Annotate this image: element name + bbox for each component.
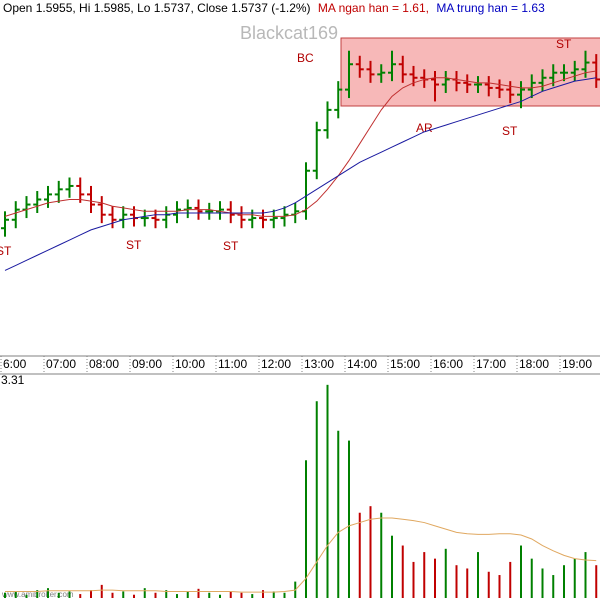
volume-bar: [262, 590, 264, 598]
volume-bar: [229, 591, 232, 598]
volume-bar: [520, 545, 522, 598]
volume-bar: [208, 592, 211, 598]
legend-entry: MA ngan han = 1.61,: [318, 1, 429, 15]
x-tick-label: 11:00: [218, 357, 247, 371]
volume-bar: [337, 430, 340, 598]
x-tick-label: 12:00: [261, 357, 291, 371]
volume-bar: [530, 558, 533, 598]
x-tick-label: 07:00: [46, 357, 76, 371]
volume-bar: [412, 561, 415, 598]
volume-bar: [79, 594, 82, 598]
volume-average: [5, 517, 597, 593]
x-tick-label: 15:00: [390, 357, 420, 371]
volume-bar: [552, 575, 555, 598]
volume-bar: [14, 591, 17, 598]
x-tick-label: 16:00: [433, 357, 463, 371]
volume-bar: [165, 590, 168, 598]
x-tick-label: 10:00: [175, 357, 205, 371]
volume-bar: [466, 568, 469, 598]
annotation: ST: [126, 238, 142, 252]
x-tick-label: 18:00: [519, 357, 549, 371]
annotation: ST: [0, 244, 12, 258]
volume-bar: [369, 506, 372, 598]
annotation: ST: [223, 239, 239, 253]
volume-bar: [143, 588, 146, 598]
volume-bar: [25, 594, 28, 598]
header-quote: l Open 1.5955, Hi 1.5985, Lo 1.5737, Clo…: [0, 1, 311, 15]
x-tick-label: 17:00: [476, 357, 506, 371]
x-tick-label: 14:00: [347, 357, 377, 371]
volume-bar: [197, 588, 200, 598]
volume-bar: [100, 584, 103, 598]
header: l Open 1.5955, Hi 1.5985, Lo 1.5737, Clo…: [0, 1, 545, 15]
x-tick-label: 13:00: [304, 357, 334, 371]
volume-bar: [47, 588, 49, 598]
volume-bar: [391, 535, 393, 598]
volume-bar: [487, 571, 490, 598]
volume-bar: [68, 591, 71, 598]
volume-bar: [541, 568, 544, 598]
annotation: ST: [502, 124, 518, 138]
volume-bar: [434, 558, 436, 598]
volume-bar: [240, 592, 243, 598]
volume-bar: [573, 558, 576, 598]
volume-bar: [348, 440, 350, 598]
volume-bar: [498, 575, 501, 598]
volume-bar: [595, 565, 598, 598]
annotation: ST: [556, 37, 572, 51]
annotation: AR: [416, 121, 433, 135]
volume-bar: [36, 590, 39, 598]
x-tick-label: 19:00: [562, 357, 592, 371]
volume-bar: [176, 594, 178, 598]
volume-bar: [90, 590, 92, 598]
x-tick-label: 6:00: [3, 357, 27, 371]
volume-bar: [4, 592, 6, 598]
y-tick-label: 3.31: [1, 373, 25, 387]
volume-bar: [380, 512, 383, 598]
volume-bar: [133, 594, 135, 598]
volume-bar: [326, 384, 329, 598]
legend-entry: MA trung han = 1.63: [436, 1, 545, 15]
volume-bar: [283, 592, 286, 598]
volume-bar: [401, 545, 404, 598]
volume-bar: [455, 565, 458, 598]
volume-bar: [111, 592, 114, 598]
annotation: BC: [297, 51, 314, 65]
volume-bar: [584, 552, 587, 598]
volume-bar: [477, 552, 479, 598]
volume-bar: [358, 512, 361, 598]
volume-bar: [272, 591, 275, 598]
x-tick-label: 08:00: [89, 357, 119, 371]
volume-bar: [57, 592, 60, 598]
volume-bar: [509, 561, 512, 598]
moving-average: [4, 77, 597, 271]
volume-bar: [219, 594, 221, 598]
volume-bar: [423, 552, 426, 598]
volume-bar: [444, 548, 447, 598]
watermark: Blackcat169: [240, 23, 338, 43]
volume-bar: [563, 565, 565, 598]
x-tick-label: 09:00: [132, 357, 162, 371]
volume-bar: [305, 460, 307, 598]
moving-average: [4, 70, 597, 217]
volume-bar: [315, 401, 318, 598]
volume-bar: [186, 591, 189, 598]
volume-bar: [122, 591, 125, 598]
volume-bar: [251, 594, 254, 598]
volume-bar: [154, 592, 157, 598]
